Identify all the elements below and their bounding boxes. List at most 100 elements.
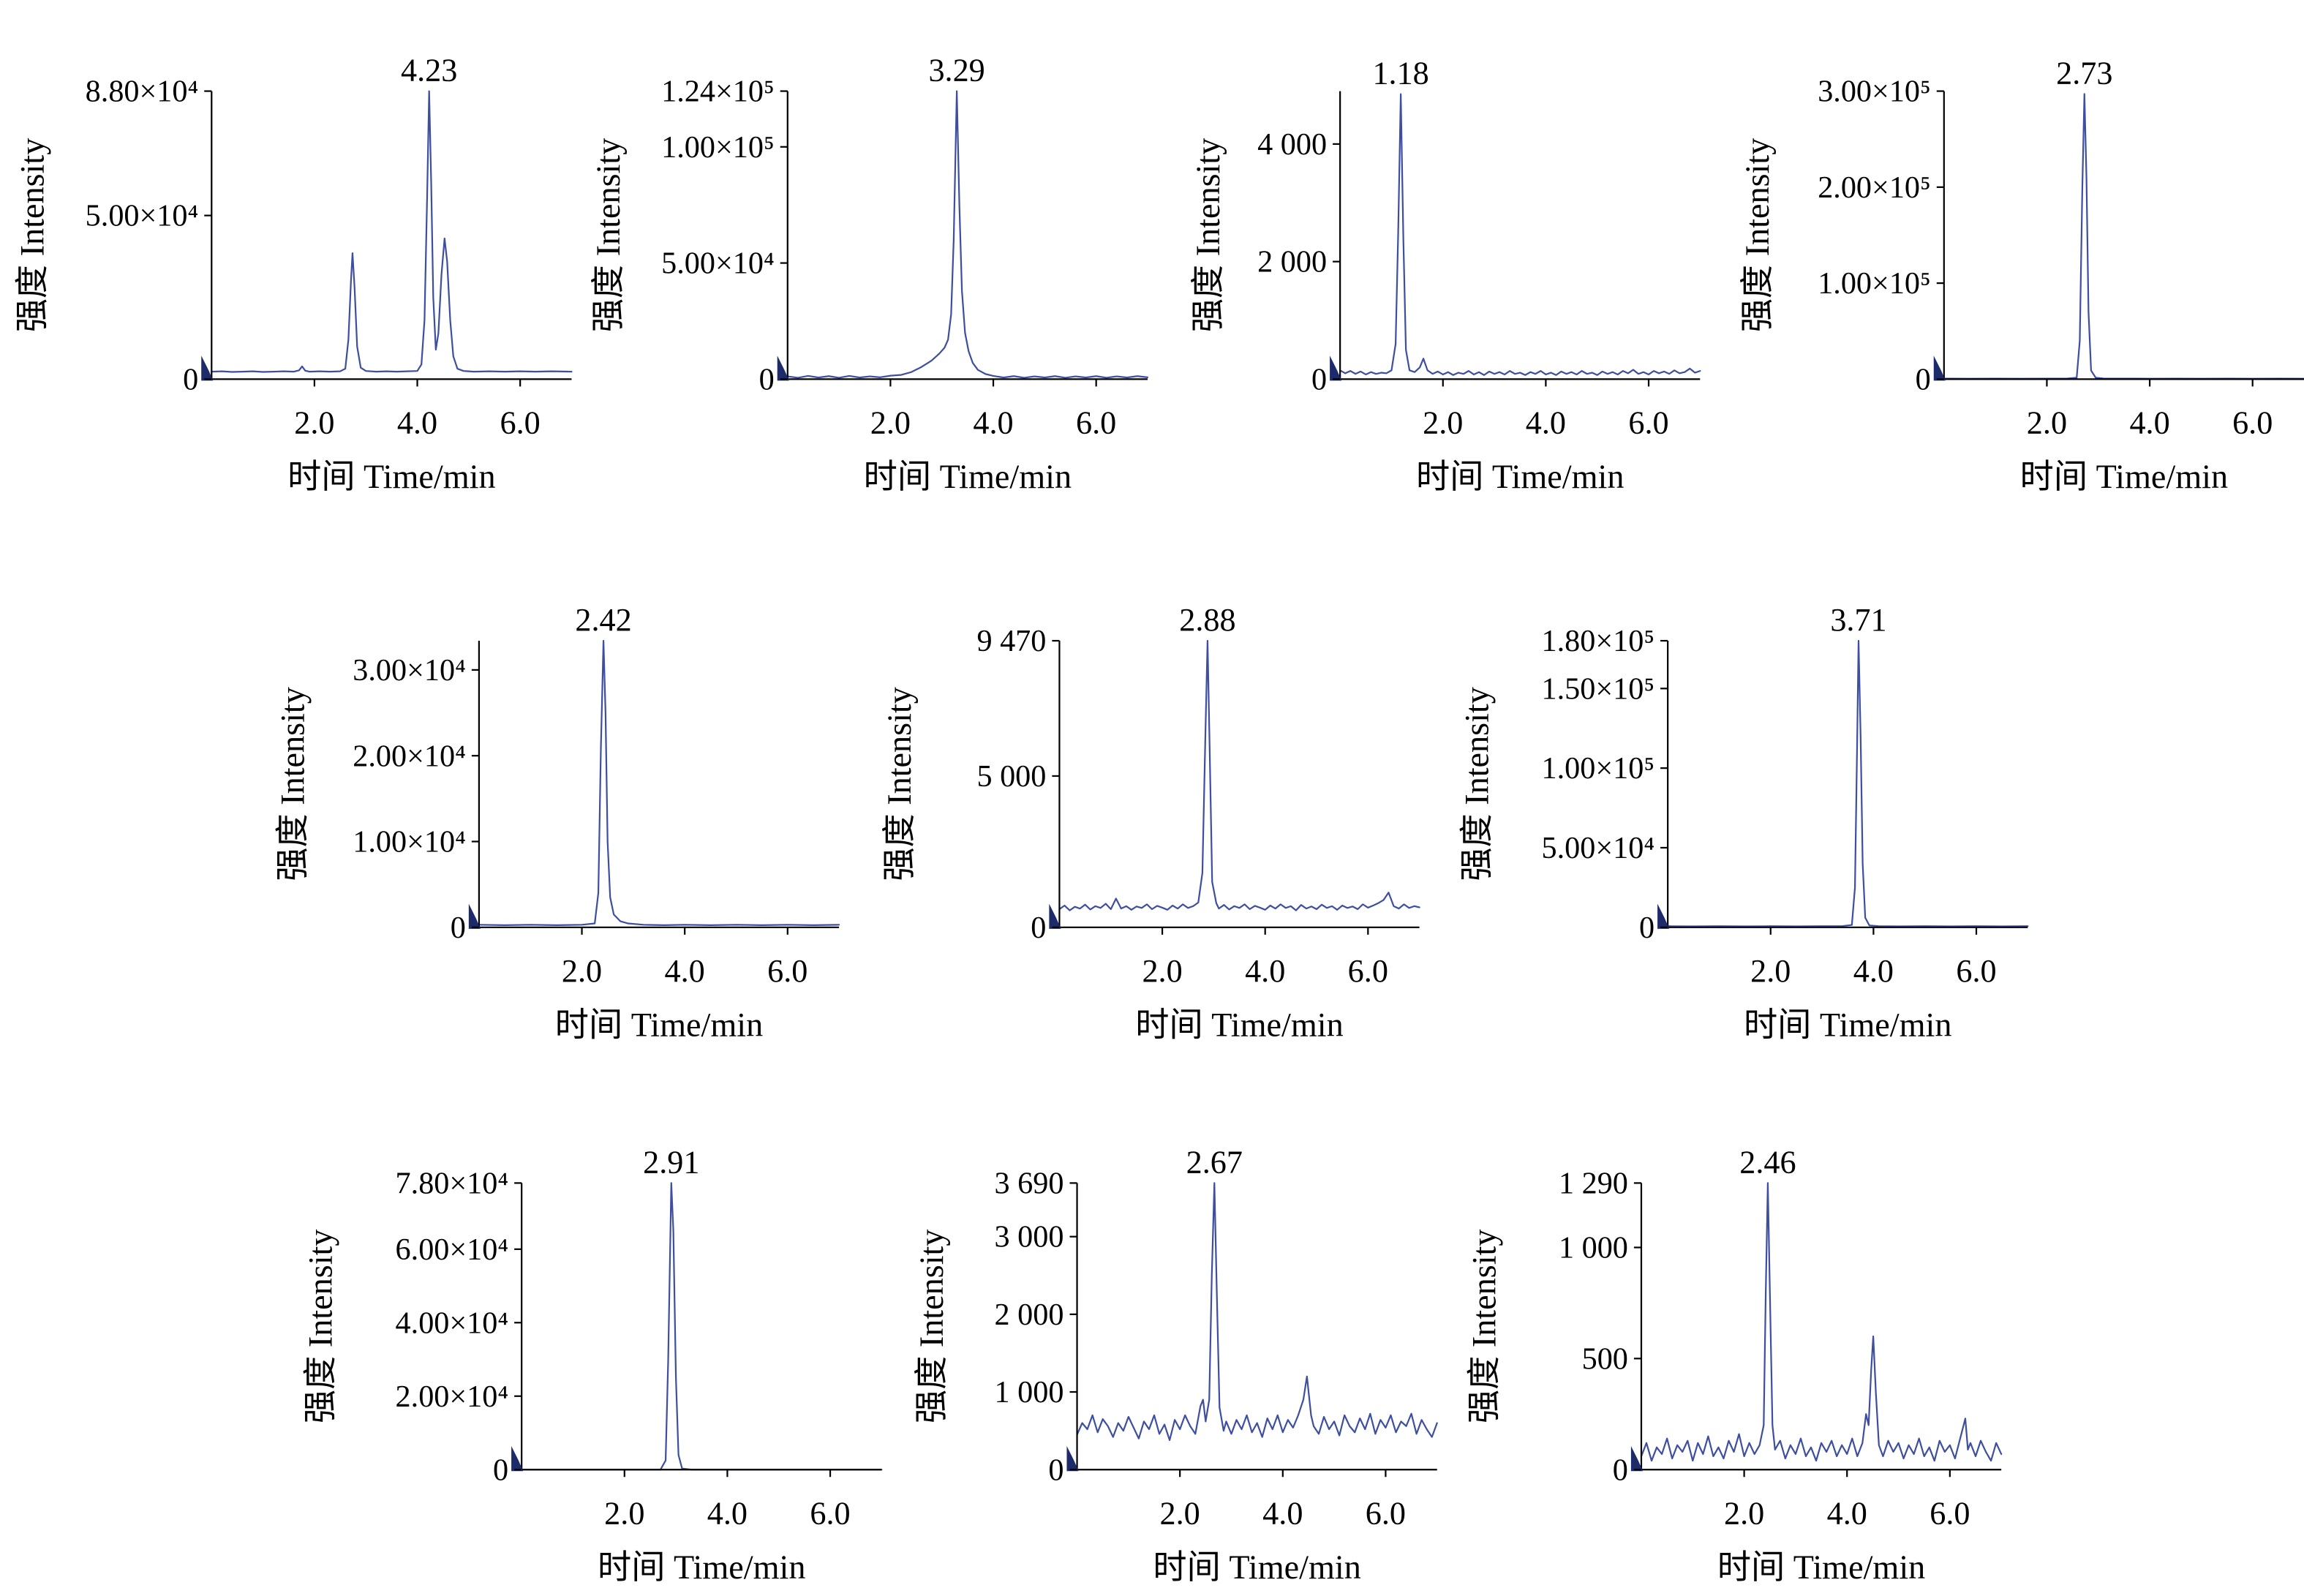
origin-marker <box>1330 355 1342 381</box>
chromatogram-panel-6: 0 5 000 9 470 2.0 4.0 6.0 2.88 时间 Time/min 强度 In… <box>881 602 1420 1043</box>
y-tick-label: 1.00×10⁵ <box>661 130 775 165</box>
y-axis-title: 强度 Intensity <box>1466 1230 1503 1424</box>
x-tick-label: 2.0 <box>1423 405 1463 441</box>
x-tick-label: 6.0 <box>2232 405 2273 441</box>
x-tick-label: 4.0 <box>2129 405 2169 441</box>
y-tick-label: 5.00×10⁴ <box>86 199 199 233</box>
y-tick-label: 5.00×10⁴ <box>661 246 775 281</box>
y-tick-label: 0 <box>1311 362 1327 396</box>
peak-label: 2.42 <box>575 602 631 638</box>
origin-marker <box>1657 903 1670 929</box>
x-tick-label: 6.0 <box>810 1496 850 1532</box>
chromatogram-trace <box>1058 639 1420 911</box>
y-tick-label: 1.00×10⁵ <box>1818 266 1931 301</box>
y-axis-title: 强度 Intensity <box>1739 138 1776 333</box>
y-tick-label: 4.00×10⁴ <box>396 1306 509 1340</box>
chromatogram-trace <box>211 90 573 373</box>
x-tick-label: 2.0 <box>1142 953 1182 989</box>
chromatogram-panel-9: 0 1 000 2 000 3 000 3 690 2.0 4.0 6.0 2.67 时间 Tim… <box>913 1144 1438 1586</box>
peak-label: 2.91 <box>643 1144 699 1180</box>
y-tick-label: 2.00×10⁴ <box>353 739 466 773</box>
origin-marker <box>468 903 481 929</box>
x-tick-label: 2.0 <box>604 1496 644 1532</box>
y-axis-title: 强度 Intensity <box>274 687 311 881</box>
x-tick-label: 4.0 <box>665 953 705 989</box>
y-tick-label: 5 000 <box>976 759 1046 794</box>
y-axis-title: 强度 Intensity <box>590 138 627 333</box>
y-axis-title: 强度 Intensity <box>913 1230 950 1424</box>
chromatogram-trace <box>1339 93 1701 376</box>
x-tick-label: 2.0 <box>1750 953 1791 989</box>
peak-label: 1.18 <box>1372 56 1428 91</box>
chromatogram-trace <box>1640 1182 2003 1462</box>
y-tick-label: 1 000 <box>1559 1231 1628 1265</box>
chromatogram-panel-1: 0 5.00×10⁴ 8.80×10⁴ 2.0 4.0 6.0 4.23 时间 Time/mi… <box>14 53 573 495</box>
y-tick-label: 2.00×10⁴ <box>396 1379 509 1414</box>
y-tick-label: 6.00×10⁴ <box>396 1232 509 1267</box>
chromatogram-panel-8: 0 2.00×10⁴ 4.00×10⁴ 6.00×10⁴ 7.80×10⁴ 2.0 4.0 6… <box>301 1144 883 1586</box>
chromatogram-trace <box>786 90 1149 379</box>
y-tick-label: 9 470 <box>976 624 1046 658</box>
y-tick-label: 1.24×10⁵ <box>661 75 775 109</box>
origin-marker <box>1933 355 1946 381</box>
x-tick-label: 2.0 <box>562 953 602 989</box>
y-tick-label: 2 000 <box>995 1298 1064 1332</box>
x-axis-title: 时间 Time/min <box>1416 458 1624 495</box>
chromatogram-trace <box>1943 93 2304 380</box>
y-tick-label: 1.00×10⁴ <box>353 825 466 859</box>
x-axis-title: 时间 Time/min <box>1744 1006 1951 1043</box>
x-tick-label: 4.0 <box>707 1496 748 1532</box>
chromatogram-trace <box>521 1182 883 1471</box>
peak-label: 3.29 <box>928 53 985 89</box>
y-tick-label: 1 290 <box>1559 1166 1628 1200</box>
origin-marker <box>511 1446 524 1472</box>
y-tick-label: 0 <box>1613 1453 1628 1487</box>
x-tick-label: 6.0 <box>1930 1496 1970 1532</box>
x-tick-label: 6.0 <box>1628 405 1668 441</box>
chromatogram-panel-3: 0 2 000 4 000 2.0 4.0 6.0 1.18 时间 Time/min 强度 In… <box>1189 56 1701 495</box>
y-tick-label: 1.00×10⁵ <box>1542 751 1655 786</box>
y-tick-label: 2.00×10⁵ <box>1818 170 1931 205</box>
x-axis-title: 时间 Time/min <box>2020 458 2228 495</box>
y-tick-label: 0 <box>493 1453 508 1487</box>
origin-marker <box>777 355 789 381</box>
origin-marker <box>201 355 214 381</box>
x-axis-title: 时间 Time/min <box>864 458 1072 495</box>
y-tick-label: 500 <box>1582 1341 1628 1376</box>
y-tick-label: 1 000 <box>995 1375 1064 1409</box>
y-tick-label: 3.00×10⁴ <box>353 653 466 688</box>
y-axis-title: 强度 Intensity <box>881 687 918 881</box>
y-tick-label: 5.00×10⁴ <box>1542 831 1655 865</box>
x-tick-label: 6.0 <box>767 953 807 989</box>
x-axis-title: 时间 Time/min <box>598 1548 805 1586</box>
y-tick-label: 7.80×10⁴ <box>396 1166 509 1200</box>
x-tick-label: 6.0 <box>1366 1496 1406 1532</box>
y-tick-label: 0 <box>183 362 198 396</box>
y-tick-label: 3 000 <box>995 1220 1064 1254</box>
chromatogram-panel-5: 0 1.00×10⁴ 2.00×10⁴ 3.00×10⁴ 2.0 4.0 6.0 2.42 时间… <box>274 602 840 1043</box>
y-tick-label: 1.80×10⁵ <box>1542 624 1655 658</box>
origin-marker <box>1630 1446 1643 1472</box>
y-tick-label: 1.50×10⁵ <box>1542 671 1655 706</box>
chromatogram-trace <box>478 639 840 926</box>
origin-marker <box>1066 1446 1079 1472</box>
chromatogram-panel-10: 0 500 1 000 1 290 2.0 4.0 6.0 2.46 时间 Time/min 强度… <box>1466 1144 2003 1586</box>
y-axis-title: 强度 Intensity <box>1458 687 1495 881</box>
x-axis-title: 时间 Time/min <box>1135 1006 1343 1043</box>
x-tick-label: 4.0 <box>397 405 437 441</box>
y-tick-label: 0 <box>1916 362 1931 396</box>
chromatogram-panel-7: 0 5.00×10⁴ 1.00×10⁵ 1.50×10⁵ 1.80×10⁵ 2.0 4.0 6… <box>1458 602 2029 1043</box>
peak-label: 2.46 <box>1739 1144 1796 1180</box>
x-tick-label: 2.0 <box>870 405 911 441</box>
y-tick-label: 4 000 <box>1257 127 1327 162</box>
y-tick-label: 2 000 <box>1257 245 1327 279</box>
x-tick-label: 4.0 <box>1245 953 1285 989</box>
y-tick-label: 0 <box>1048 1453 1063 1487</box>
chromatogram-panel-2: 0 5.00×10⁴ 1.00×10⁵ 1.24×10⁵ 2.0 4.0 6.0 3.29 时间… <box>590 53 1149 495</box>
y-tick-label: 3.00×10⁵ <box>1818 75 1931 109</box>
y-tick-label: 0 <box>451 911 466 945</box>
peak-label: 3.71 <box>1830 602 1886 638</box>
x-tick-label: 2.0 <box>1160 1496 1200 1532</box>
